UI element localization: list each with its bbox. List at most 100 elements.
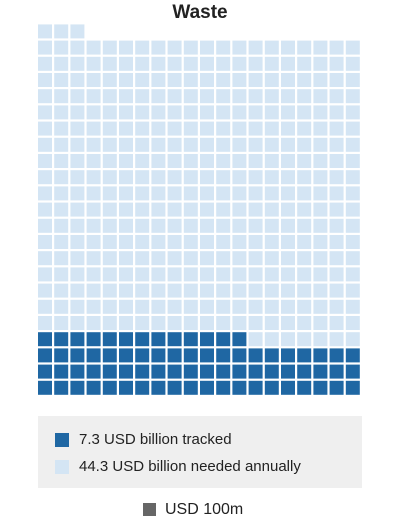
waffle-square <box>102 154 117 168</box>
waffle-square <box>200 235 214 249</box>
waffle-square <box>248 251 263 266</box>
waffle-square <box>313 40 328 55</box>
waffle-square <box>102 251 117 266</box>
waffle-square <box>135 202 150 217</box>
waffle-square <box>38 186 52 201</box>
waffle-square <box>200 137 214 152</box>
waffle-square <box>329 40 344 55</box>
waffle-square <box>264 154 279 168</box>
waffle-square <box>264 332 279 347</box>
waffle-square <box>183 73 198 87</box>
waffle-square <box>200 267 214 282</box>
waffle-square <box>167 121 182 136</box>
waffle-square <box>232 316 247 330</box>
waffle-square <box>167 380 182 395</box>
waffle-square <box>345 73 360 87</box>
waffle-square <box>38 170 52 185</box>
waffle-square <box>86 283 101 298</box>
waffle-square <box>119 202 133 217</box>
waffle-square <box>102 186 117 201</box>
waffle-square <box>183 170 198 185</box>
waffle-square <box>281 348 295 363</box>
waffle-square <box>264 299 279 314</box>
waffle-square <box>345 380 360 395</box>
waffle-square <box>232 137 247 152</box>
waffle-square <box>102 202 117 217</box>
waffle-square <box>183 251 198 266</box>
waffle-square <box>70 121 85 136</box>
waffle-square <box>135 121 150 136</box>
waffle-square <box>264 89 279 104</box>
waffle-square <box>135 186 150 201</box>
waffle-square <box>151 137 166 152</box>
waffle-square <box>313 137 328 152</box>
waffle-square <box>345 170 360 185</box>
waffle-square <box>329 170 344 185</box>
waffle-square <box>119 40 133 55</box>
waffle-square <box>183 186 198 201</box>
waffle-square <box>183 267 198 282</box>
waffle-square <box>297 89 312 104</box>
waffle-square <box>232 380 247 395</box>
waffle-square <box>70 89 85 104</box>
waffle-square <box>329 186 344 201</box>
waffle-square <box>297 202 312 217</box>
waffle-square <box>54 56 69 71</box>
waffle-square <box>297 299 312 314</box>
waffle-square <box>248 267 263 282</box>
waffle-square <box>345 235 360 249</box>
waffle-square <box>248 299 263 314</box>
waffle-square <box>167 137 182 152</box>
waffle-square <box>216 154 231 168</box>
waffle-square <box>232 235 247 249</box>
waffle-square <box>345 348 360 363</box>
waffle-square <box>183 218 198 233</box>
waffle-square <box>54 154 69 168</box>
waffle-square <box>200 299 214 314</box>
waffle-square <box>151 380 166 395</box>
waffle-square <box>200 73 214 87</box>
waffle-square <box>248 348 263 363</box>
waffle-square <box>102 267 117 282</box>
waffle-square <box>135 105 150 120</box>
waffle-square <box>86 364 101 379</box>
waffle-square <box>264 251 279 266</box>
waffle-square <box>297 332 312 347</box>
waffle-square <box>70 40 85 55</box>
waffle-square <box>151 186 166 201</box>
waffle-square <box>216 218 231 233</box>
waffle-square <box>297 154 312 168</box>
waffle-square <box>135 332 150 347</box>
waffle-square <box>38 154 52 168</box>
waffle-square <box>135 218 150 233</box>
waffle-square <box>183 364 198 379</box>
waffle-square <box>248 316 263 330</box>
waffle-square <box>216 267 231 282</box>
waffle-square <box>119 348 133 363</box>
waffle-square <box>167 73 182 87</box>
waffle-square <box>313 56 328 71</box>
waffle-square <box>216 89 231 104</box>
waffle-square <box>248 380 263 395</box>
waffle-square <box>281 137 295 152</box>
waffle-square <box>38 137 52 152</box>
waffle-square <box>151 56 166 71</box>
waffle-square <box>70 105 85 120</box>
waffle-square <box>135 380 150 395</box>
waffle-square <box>86 380 101 395</box>
waffle-square <box>135 316 150 330</box>
waffle-square <box>200 121 214 136</box>
waffle-square <box>151 267 166 282</box>
waffle-square <box>167 348 182 363</box>
waffle-square <box>183 332 198 347</box>
waffle-square <box>281 218 295 233</box>
waffle-square <box>102 121 117 136</box>
waffle-square <box>345 218 360 233</box>
waffle-square <box>119 380 133 395</box>
waffle-square <box>313 105 328 120</box>
waffle-square <box>70 24 85 39</box>
waffle-square <box>345 299 360 314</box>
waffle-square <box>345 364 360 379</box>
waffle-square <box>86 332 101 347</box>
